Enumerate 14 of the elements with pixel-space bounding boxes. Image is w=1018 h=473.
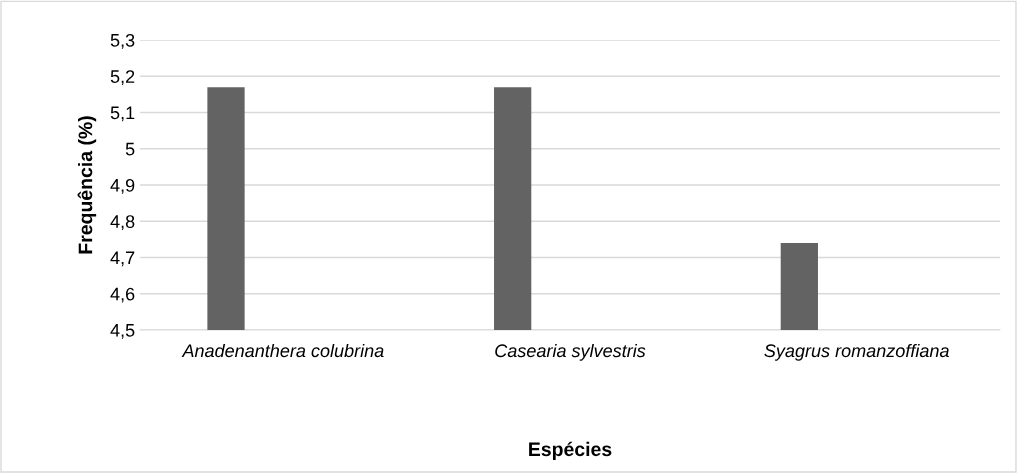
x-tick-label: Casearia sylvestris [495, 343, 646, 361]
y-tick-label: 4,7 [110, 251, 135, 267]
y-tick-label: 5 [125, 142, 135, 156]
x-tick-label: Syagrus romanzoffiana [764, 343, 949, 361]
y-axis-title: Frequência (%) [77, 116, 97, 254]
y-tick-label: 5,3 [110, 33, 135, 49]
y-tick-label: 4,9 [110, 178, 135, 194]
y-tick-label: 5,1 [110, 106, 135, 122]
x-axis-title: Espécies [529, 441, 612, 460]
y-tick-label: 4,5 [110, 324, 135, 339]
y-tick-label: 4,6 [110, 287, 135, 303]
y-tick-label: 4,8 [110, 215, 135, 231]
x-tick-label: Anadenanthera colubrina [181, 343, 384, 358]
y-tick-label: 5,2 [110, 70, 135, 86]
